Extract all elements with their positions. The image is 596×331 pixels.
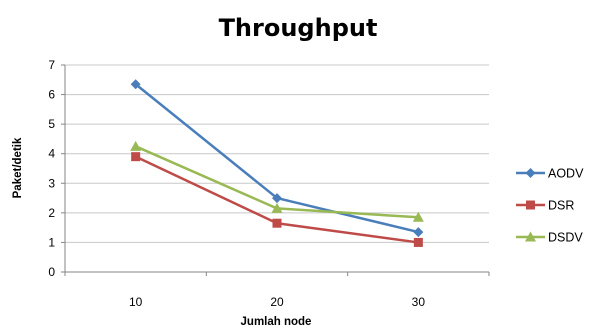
- data-point-dsr: [131, 152, 141, 162]
- y-tick-label: 6: [48, 88, 55, 102]
- series-dsdv: [130, 140, 424, 222]
- data-point-aodv: [130, 79, 141, 90]
- axes: [64, 65, 489, 273]
- legend-item-aodv: AODV: [516, 167, 584, 181]
- y-tick-label: 2: [48, 206, 55, 220]
- series-layer: [130, 79, 424, 247]
- data-point-dsdv: [412, 211, 424, 222]
- y-tick-label: 0: [48, 265, 55, 279]
- y-tick-label: 5: [48, 117, 55, 131]
- x-tick-label: 10: [129, 295, 143, 309]
- y-tick-label: 7: [48, 58, 55, 72]
- y-tick-label: 1: [48, 235, 55, 249]
- y-tick-label: 4: [48, 147, 55, 161]
- legend-marker-aodv: [525, 168, 536, 178]
- data-point-dsdv: [271, 202, 283, 213]
- legend-label-dsr: DSR: [548, 199, 574, 213]
- gridlines: [65, 64, 489, 243]
- data-point-aodv: [413, 227, 424, 238]
- legend-marker-dsdv: [525, 231, 536, 242]
- legend: AODV DSR DSDV: [516, 167, 584, 245]
- x-tick-label: 20: [270, 295, 284, 309]
- data-point-dsr: [272, 218, 282, 228]
- legend-label-aodv: AODV: [548, 167, 584, 181]
- legend-marker-dsr: [526, 200, 535, 210]
- series-dsr: [131, 152, 423, 247]
- y-axis-title: Paket/detik: [12, 137, 24, 198]
- x-tick-label: 30: [412, 295, 426, 309]
- series-aodv: [130, 79, 424, 238]
- data-point-dsr: [413, 237, 423, 247]
- legend-item-dsdv: DSDV: [516, 231, 583, 245]
- data-point-aodv: [272, 193, 282, 204]
- x-axis-ticks: 10 20 30: [64, 272, 490, 309]
- x-axis-title: Jumlah node: [241, 316, 312, 328]
- y-tick-label: 3: [48, 176, 55, 190]
- legend-label-dsdv: DSDV: [548, 231, 583, 245]
- legend-item-dsr: DSR: [516, 199, 574, 213]
- y-axis-ticks: 0 1 2 3 4 5 6 7: [48, 58, 65, 279]
- chart-title: Throughput: [219, 14, 378, 42]
- data-point-dsdv: [130, 140, 142, 151]
